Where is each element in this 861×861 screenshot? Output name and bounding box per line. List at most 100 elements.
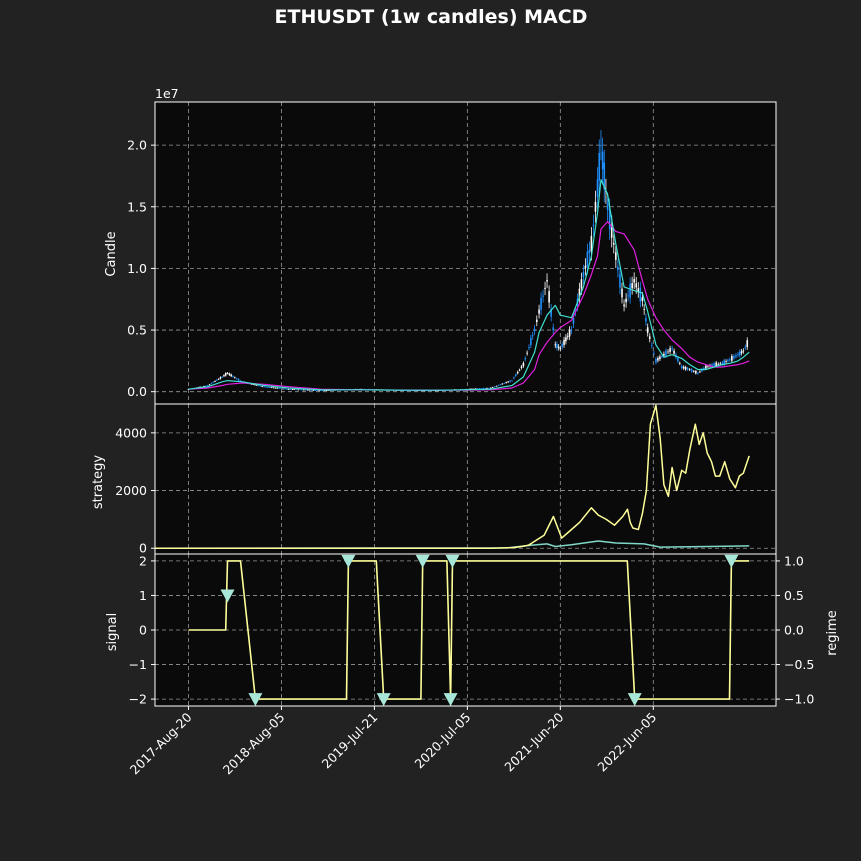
candle-body bbox=[280, 388, 282, 390]
candle-body bbox=[643, 309, 645, 310]
candle-body bbox=[703, 367, 705, 370]
candle-body bbox=[657, 358, 659, 361]
candle-body bbox=[678, 363, 681, 365]
candle-body bbox=[617, 266, 619, 271]
candle-body bbox=[531, 335, 534, 337]
candle-body bbox=[239, 380, 242, 382]
candle-body bbox=[715, 362, 717, 366]
candle-body bbox=[223, 375, 225, 377]
candle-body bbox=[568, 329, 571, 337]
candle-body bbox=[291, 389, 294, 390]
candle-body bbox=[684, 367, 687, 370]
candle-body bbox=[314, 390, 317, 391]
right-y-tick-label: 1.0 bbox=[784, 553, 804, 568]
candle-body bbox=[699, 371, 701, 373]
candle-body bbox=[533, 328, 536, 332]
candle-body bbox=[582, 271, 585, 278]
candle-body bbox=[270, 387, 273, 389]
candle-body bbox=[695, 371, 697, 374]
candle-body bbox=[566, 335, 569, 337]
candle-body bbox=[680, 366, 683, 369]
candle-body bbox=[612, 242, 615, 245]
candle-body bbox=[559, 348, 562, 350]
candle-body bbox=[312, 390, 315, 391]
candle-body bbox=[237, 378, 240, 381]
candle-body bbox=[540, 297, 542, 310]
candle-body bbox=[629, 283, 631, 298]
y-tick-label: 1 bbox=[139, 588, 147, 603]
candle-body bbox=[414, 390, 417, 392]
candle-body bbox=[707, 366, 709, 368]
candle-body bbox=[325, 390, 328, 392]
candle-body bbox=[297, 389, 299, 391]
candle-body bbox=[505, 382, 507, 384]
candle-body bbox=[697, 372, 699, 374]
candle-body bbox=[323, 390, 326, 391]
regime-y-label: regime bbox=[825, 610, 840, 656]
strategy-panel: 0 2000 4000 strategy bbox=[91, 403, 777, 556]
candle-body bbox=[610, 225, 613, 238]
candle-body bbox=[713, 363, 715, 366]
candle-body bbox=[625, 298, 627, 303]
candle-body bbox=[673, 350, 675, 354]
candle-body bbox=[303, 389, 305, 391]
signal-marker bbox=[248, 693, 263, 707]
candle-body bbox=[318, 390, 320, 392]
candle-body bbox=[546, 279, 548, 282]
candle-body bbox=[725, 361, 727, 362]
candle-body bbox=[688, 369, 691, 371]
signal-marker bbox=[627, 693, 642, 707]
signal-panel: −2 −1 0 1 2 −1.0 −0.5 0.0 0.5 1.0 signal regime bbox=[105, 553, 840, 706]
candle-body bbox=[257, 385, 260, 387]
candle-grid bbox=[155, 102, 776, 404]
right-y-tick-label: 0.5 bbox=[784, 588, 804, 603]
candle-body bbox=[728, 359, 731, 361]
strategy-y-label: strategy bbox=[91, 455, 106, 510]
candle-body bbox=[478, 388, 481, 390]
candle-y-label: Candle bbox=[104, 231, 119, 276]
signal-y-label: signal bbox=[105, 613, 120, 651]
candle-body bbox=[627, 295, 629, 297]
candle-body bbox=[267, 387, 269, 388]
candle-body bbox=[738, 351, 741, 356]
candle-body bbox=[304, 389, 307, 391]
candle-body bbox=[513, 377, 515, 379]
candle-body bbox=[226, 373, 229, 374]
candle-body bbox=[407, 390, 409, 392]
candle-body bbox=[295, 389, 298, 391]
candle-body bbox=[499, 384, 502, 386]
candle-body bbox=[259, 385, 262, 387]
candle-body bbox=[603, 162, 606, 190]
candle-body bbox=[511, 380, 513, 382]
candle-body bbox=[263, 386, 265, 388]
candle-body bbox=[203, 386, 205, 387]
ma-fast-line bbox=[188, 179, 750, 391]
candle-body bbox=[596, 179, 599, 198]
candle-body bbox=[509, 380, 511, 382]
candle-body bbox=[572, 317, 575, 324]
strategy-plot-area bbox=[155, 404, 776, 554]
candle-body bbox=[207, 385, 209, 386]
candle-y-ticks: 0.0 0.5 1.0 1.5 2.0 bbox=[127, 138, 155, 399]
x-tick-label: 2021-Jun-20 bbox=[501, 709, 566, 774]
y-tick-label: 0 bbox=[139, 541, 147, 556]
signal-series bbox=[188, 554, 750, 707]
candle-body bbox=[682, 366, 685, 369]
candle-body bbox=[331, 390, 333, 391]
candle-body bbox=[261, 386, 264, 388]
candle-offset-text: 1e7 bbox=[155, 86, 179, 101]
candle-body bbox=[299, 389, 301, 391]
candle-body bbox=[584, 265, 587, 268]
candle-body bbox=[522, 362, 525, 367]
candle-body bbox=[578, 288, 581, 298]
candle-panel: 0.0 0.5 1.0 1.5 2.0 1e7 Candle bbox=[104, 86, 777, 405]
candle-body bbox=[570, 329, 573, 331]
candle-body bbox=[635, 283, 638, 288]
candle-body bbox=[592, 224, 595, 226]
candle-body bbox=[727, 360, 729, 362]
candle-body bbox=[601, 151, 604, 170]
candle-body bbox=[501, 383, 504, 385]
candle-body bbox=[563, 339, 565, 345]
candle-body bbox=[221, 376, 223, 378]
candle-plot-area bbox=[155, 102, 776, 404]
